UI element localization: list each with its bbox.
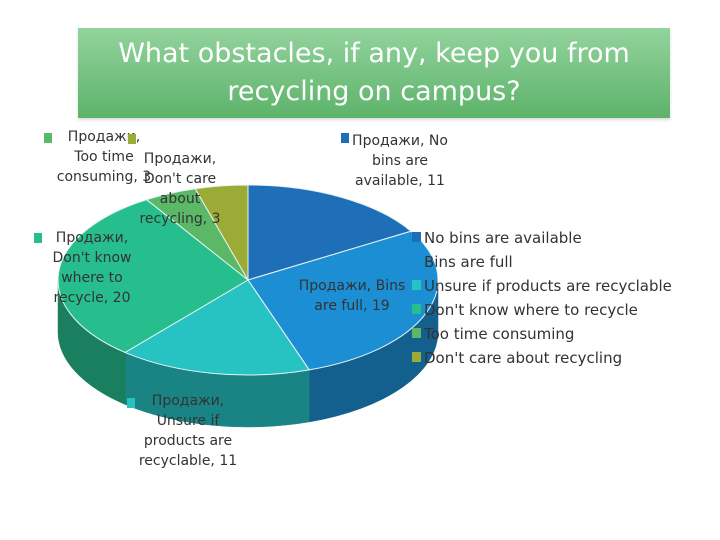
data-label-line: are full, 19 [314,298,389,314]
data-label-marker-4 [44,133,52,143]
data-label-line: bins are [372,153,428,169]
legend-swatch-3 [412,304,421,314]
chart-title: What obstacles, if any, keep you from re… [118,38,630,107]
legend-swatch-1 [412,256,421,266]
data-label-0: Продажи, No bins are available, 11 [352,133,448,189]
data-label-line: Unsure if [157,413,221,429]
data-label-marker-0 [341,133,349,143]
pie-slices [57,184,439,376]
legend-entry-1: Bins are full [424,253,513,271]
data-label-line: Don't know [52,250,131,266]
data-label-line: Продажи, [56,230,128,246]
data-label-2: Продажи, Unsure if products are recyclable,… [139,393,237,469]
pie-slice-1 [247,230,439,371]
legend-swatch-2 [412,280,421,290]
legend-entry-2: Unsure if products are recyclable [424,277,672,295]
pie-sides [57,279,439,428]
data-label-line: recycling, 3 [139,211,220,227]
pie-slice-3 [57,199,249,354]
data-labels: Продажи, No bins are available, 11Продажи,… [34,129,448,469]
data-label-line: Don't care [144,171,216,187]
legend-entry-0: No bins are available [424,229,582,247]
data-label-line: products are [144,433,232,449]
legend-entry-3: Don't know where to recycle [424,301,638,319]
data-label-marker-5 [128,134,136,144]
data-label-5: Продажи, Don't care about recycling, 3 [139,151,220,227]
data-label-line: about [160,191,201,207]
data-label-line: Продажи, [144,151,216,167]
chart-title-box: What obstacles, if any, keep you from re… [78,28,670,118]
pie-slice-2 [124,279,311,376]
pie-slice-5 [194,184,249,282]
legend-swatch-5 [412,352,421,362]
legend-entry-5: Don't care about recycling [424,349,622,367]
data-label-line: recycle, 20 [54,290,131,306]
data-label-1: Продажи, Bins are full, 19 [299,278,406,314]
data-label-line: Too time [73,149,133,165]
pie-slice-0 [247,184,413,281]
data-label-line: Продажи, [68,129,140,145]
data-label-line: Продажи, No [352,133,448,149]
data-label-line: available, 11 [355,173,445,189]
data-label-line: recyclable, 11 [139,453,237,469]
data-label-line: Продажи, Bins [299,278,406,294]
legend: No bins are available Bins are full Unsure… [412,229,672,367]
legend-entry-4: Too time consuming [423,325,574,343]
data-label-line: where to [61,270,123,286]
data-label-marker-2 [127,398,135,408]
legend-swatch-4 [412,328,421,338]
data-label-3: Продажи, Don't know where to recycle, 20 [52,230,131,306]
data-label-line: Продажи, [152,393,224,409]
data-label-line: consuming, 3 [57,169,151,185]
data-label-4: Продажи, Too time consuming, 3 [57,129,151,185]
data-label-marker-3 [34,233,42,243]
legend-swatch-0 [412,232,421,242]
